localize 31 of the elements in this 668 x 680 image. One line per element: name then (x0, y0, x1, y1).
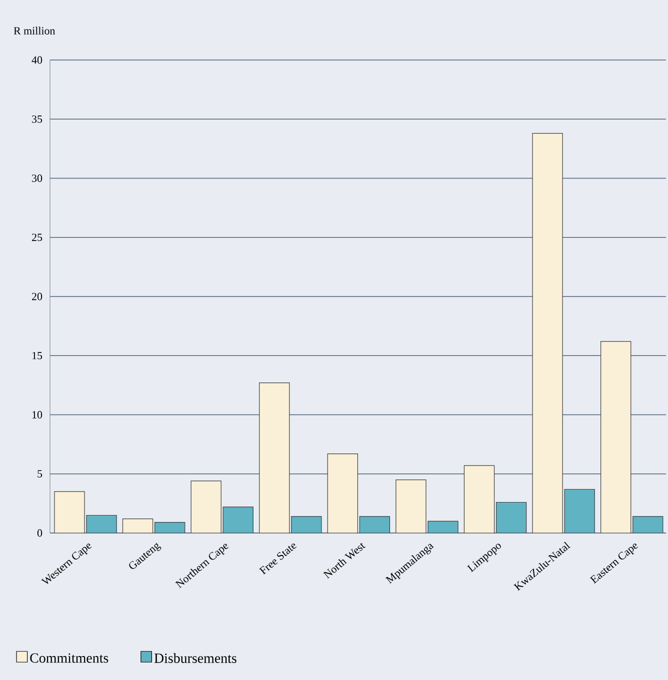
bar (154, 522, 185, 533)
y-tick-label: 30 (32, 174, 42, 182)
y-tick-label: 35 (32, 115, 42, 123)
y-tick-label: 40 (32, 56, 42, 64)
bar (428, 521, 458, 533)
bar (327, 453, 358, 533)
bar (532, 133, 563, 533)
legend-label: Disbursements (154, 653, 236, 663)
y-tick-label: 10 (32, 411, 42, 418)
legend-label: Commitments (30, 653, 108, 663)
x-tick-label: Free State (259, 544, 297, 575)
bar (291, 516, 322, 533)
y-tick-label: 20 (32, 292, 42, 300)
bar (86, 514, 117, 533)
bar (564, 488, 595, 533)
bar (54, 491, 85, 533)
bar (222, 506, 254, 533)
y-axis-title: R million (14, 26, 56, 34)
y-tick-label: 25 (32, 234, 42, 242)
bar (190, 480, 222, 533)
bar (632, 516, 664, 533)
y-tick-label: 5 (38, 470, 42, 478)
bar (122, 518, 154, 533)
y-tick-label: 0 (37, 529, 42, 537)
bar (600, 341, 632, 533)
bar (396, 479, 426, 533)
bar (359, 516, 390, 533)
y-tick-label: 15 (32, 352, 42, 360)
bar (464, 465, 495, 533)
bar (496, 502, 527, 533)
bar (259, 382, 290, 533)
